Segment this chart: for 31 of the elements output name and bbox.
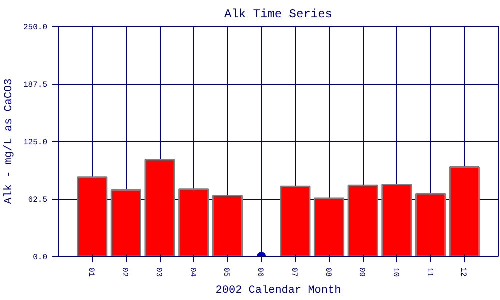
chart-title: Alk Time Series [224,8,333,22]
bar [348,184,378,256]
bar [110,190,142,256]
y-tick-label: 250.0 [23,24,48,32]
y-tick-label: 0.0 [33,254,48,262]
x-tick-label: 01 [86,268,96,278]
y-tick-label: 62.5 [28,196,48,205]
x-tick-label: 06 [256,268,265,278]
bar [178,188,210,256]
x-axis-title: 2002 Calendar Month [216,285,342,298]
x-tick-label: 04 [188,268,197,278]
x-tick-label: 10 [390,268,400,278]
x-tick-label: 07 [289,268,298,278]
bar [449,166,480,256]
y-axis-title: Alk - mg/L as CaCO3 [3,78,16,204]
bar [280,186,311,256]
bar [416,193,446,256]
x-tick-label: 02 [120,268,130,278]
x-tick-label: 05 [222,268,231,278]
x-tick-label: 12 [458,268,468,278]
bar [77,176,108,256]
bar [382,184,412,256]
bar [314,198,345,256]
y-tick-label: 125.0 [23,138,48,148]
x-tick-label: 03 [154,268,164,278]
x-tick-label: 09 [357,268,366,278]
bar [212,195,244,256]
x-tick-label: 11 [424,268,434,278]
x-tick-label: 08 [323,268,332,278]
bar [144,159,176,256]
y-tick-label: 187.5 [23,81,48,90]
